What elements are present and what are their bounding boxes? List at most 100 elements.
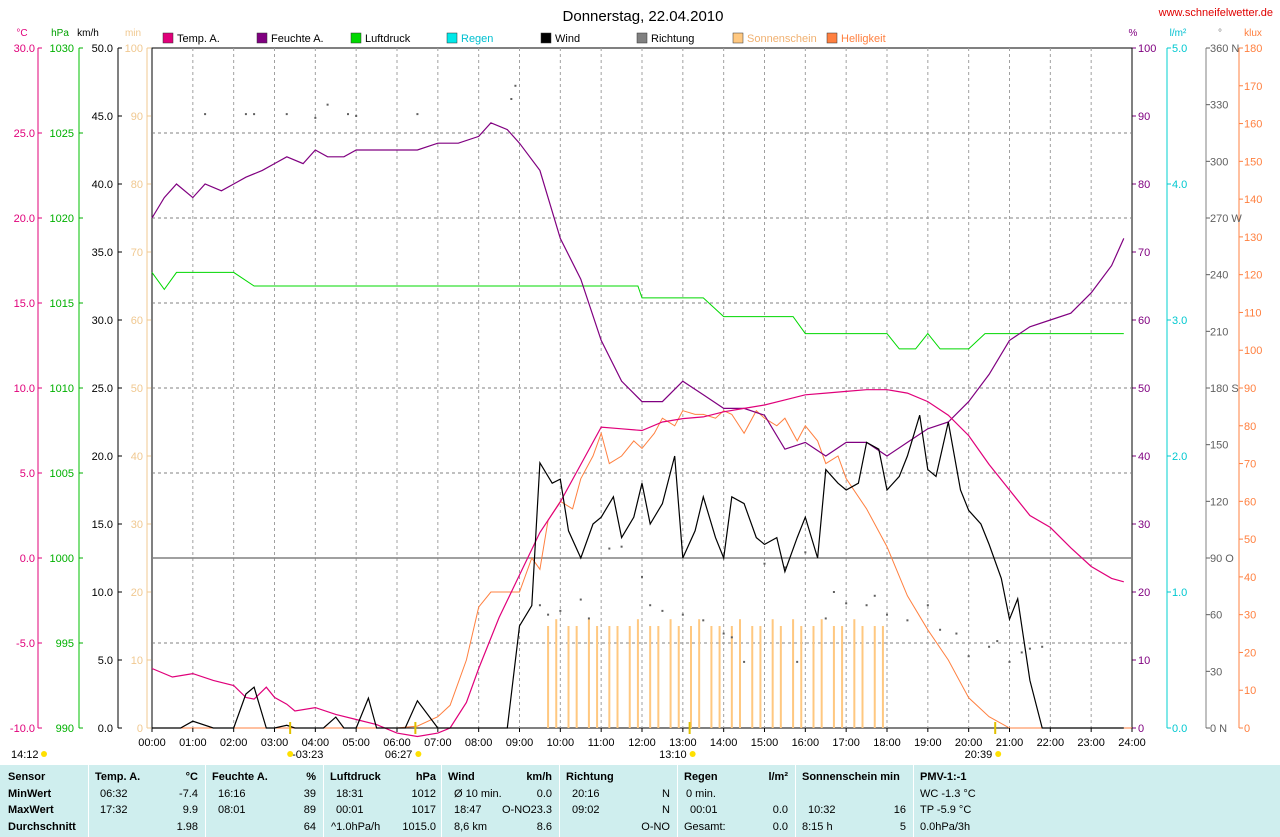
direction-point — [326, 103, 329, 106]
axis-tick-label: 20 — [1138, 587, 1150, 599]
series-line-feuchte-a — [151, 122, 1125, 457]
axis-tick-label: 0 — [1138, 723, 1144, 735]
axis-tick-label: 60 — [1244, 496, 1256, 508]
x-tick-label: 10:00 — [547, 737, 575, 749]
moon-icon — [287, 751, 294, 757]
axis-unit: klux — [1244, 28, 1262, 39]
axis-tick-label: 4.0 — [1172, 179, 1187, 191]
sonne-max: 16 — [893, 804, 906, 816]
sun-icon — [415, 751, 422, 757]
sunshine-bar — [555, 619, 558, 728]
direction-point — [906, 619, 909, 622]
direction-point — [559, 609, 562, 612]
direction-point — [1028, 647, 1031, 650]
astro-marker-label: -03:23 — [292, 749, 323, 761]
axis-tick-label: -10.0 — [10, 723, 35, 735]
x-tick-label: 07:00 — [424, 737, 452, 749]
direction-point — [641, 575, 643, 578]
axis-tick-label: 210 — [1210, 326, 1228, 338]
axis-tick-label: 180 — [1244, 43, 1262, 55]
x-tick-label: 12:00 — [628, 737, 656, 749]
wind-min: 0.0 — [536, 788, 552, 800]
direction-point — [579, 598, 582, 601]
direction-point — [743, 660, 746, 663]
x-tick-label: 17:00 — [832, 737, 860, 749]
sunshine-bar — [718, 626, 721, 728]
sunshine-bar — [669, 619, 672, 728]
druck-max: 1017 — [411, 804, 436, 816]
direction-point — [204, 113, 207, 116]
direction-point — [967, 655, 970, 658]
legend-label: Wind — [555, 33, 580, 45]
direction-point — [886, 613, 888, 616]
site-link[interactable]: www.schneifelwetter.de — [1158, 7, 1273, 19]
axis-tick-label: 0 N — [1210, 723, 1227, 735]
astro-marker-label: 06:27 — [385, 749, 413, 761]
legend-swatch — [162, 32, 174, 44]
direction-point — [955, 632, 958, 635]
sunshine-bar — [657, 626, 660, 728]
sunshine-bar — [575, 626, 578, 728]
axis-tick-label: 90 — [131, 111, 143, 123]
series-line-luftdruck — [151, 271, 1124, 350]
pmv-header: PMV-1:-1 — [920, 771, 967, 783]
axis-tick-label: 120 — [1244, 270, 1262, 282]
direction-point — [783, 566, 786, 569]
axis-tick-label: 180 S — [1210, 383, 1239, 395]
druck-min: 1012 — [411, 788, 436, 800]
direction-point — [796, 660, 799, 663]
axis-tick-label: 100 — [1244, 345, 1262, 357]
legend-label: Sonnenschein — [747, 33, 817, 45]
sunshine-bar — [841, 626, 844, 728]
x-tick-label: 06:00 — [383, 737, 411, 749]
axis-tick-label: 150 — [1210, 440, 1228, 452]
direction-point — [804, 551, 807, 554]
feuchte-max: 89 — [303, 804, 316, 816]
sunshine-bar — [628, 626, 631, 728]
axis-tick-label: 1020 — [50, 213, 74, 225]
axis-tick-label: 30.0 — [14, 43, 35, 55]
sunshine-bar — [730, 626, 733, 728]
axis-unit: l/m² — [1170, 28, 1187, 39]
pmv-pressure-trend: 0.0hPa/3h — [920, 821, 971, 833]
legend-swatch — [446, 32, 458, 44]
sunshine-bar — [751, 626, 754, 728]
feuchte-unit: % — [306, 771, 316, 783]
axis-tick-label: 240 — [1210, 270, 1228, 282]
axis-tick-label: 5.0 — [20, 468, 35, 480]
temp-avg: 1.98 — [176, 821, 198, 833]
axis-unit: % — [1129, 28, 1138, 39]
axis-tick-label: 20.0 — [14, 213, 35, 225]
regen-unit: l/m² — [768, 771, 788, 783]
chart-title: Donnerstag, 22.04.2010 — [563, 8, 724, 25]
direction-point — [996, 640, 999, 643]
druck-unit: hPa — [415, 771, 436, 783]
legend-swatch — [636, 32, 648, 44]
axis-tick-label: 0.0 — [1172, 723, 1187, 735]
direction-point — [514, 84, 517, 87]
axis-tick-label: 70 — [1138, 247, 1150, 259]
x-tick-label: 03:00 — [261, 737, 289, 749]
series-line-temp-a — [151, 389, 1124, 738]
axis-tick-label: 1010 — [50, 383, 74, 395]
direction-point — [824, 617, 827, 620]
direction-point — [832, 591, 835, 593]
wind-avg: 8.6 — [536, 821, 552, 833]
sunshine-bar — [779, 626, 782, 728]
direction-point — [722, 632, 725, 635]
sunshine-bar — [587, 619, 590, 728]
richtung-min-time: 20:16 — [572, 788, 600, 800]
direction-point — [547, 613, 550, 616]
sunshine-bar — [739, 619, 741, 728]
x-tick-label: 00:00 — [138, 737, 166, 749]
axis-tick-label: 35.0 — [92, 247, 113, 259]
sunshine-bar — [698, 619, 701, 728]
table-row-label: MinWert — [8, 788, 52, 800]
druck-max-time: 00:01 — [336, 804, 364, 816]
table-row-label: Durchschnitt — [8, 821, 76, 833]
direction-point — [1041, 645, 1044, 648]
axis-tick-label: 100 — [1138, 43, 1156, 55]
axis-tick-label: 50 — [1138, 383, 1150, 395]
axis-tick-label: 10 — [1244, 685, 1256, 697]
direction-point — [926, 604, 929, 607]
